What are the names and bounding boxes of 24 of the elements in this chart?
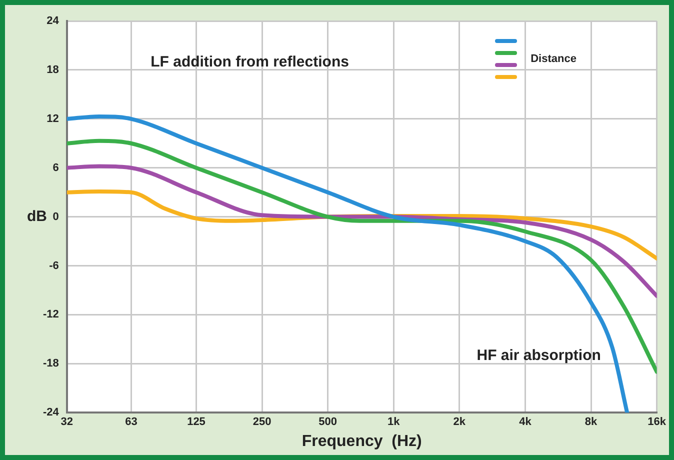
x-tick-label: 63 [125,416,138,428]
x-tick-label: 16k [648,416,667,428]
y-tick-label: 12 [46,112,59,125]
y-tick-label: 18 [46,64,59,76]
y-tick-label: -12 [42,308,59,321]
y-tick-label: -18 [42,358,59,370]
x-axis-title: Frequency (Hz) [302,432,422,450]
x-tick-label: 4k [519,416,532,428]
y-tick-label: 0 [52,210,59,223]
x-tick-label: 1k [388,416,401,428]
y-tick-label: -6 [49,260,59,272]
x-tick-label: 500 [318,416,338,428]
x-tick-label: 2k [453,416,466,428]
annotation: LF addition from reflections [150,53,349,70]
legend-title: Distance [530,53,576,65]
x-tick-label: 250 [252,416,272,428]
y-tick-label: 6 [52,162,59,174]
x-tick-label: 125 [187,416,206,428]
x-tick-label: 8k [584,416,598,428]
y-tick-label: -24 [42,406,60,419]
y-tick-label: 24 [46,15,60,28]
x-tick-label: 32 [60,416,74,428]
annotation: HF air absorption [476,346,601,364]
y-axis-title: dB [27,208,48,225]
